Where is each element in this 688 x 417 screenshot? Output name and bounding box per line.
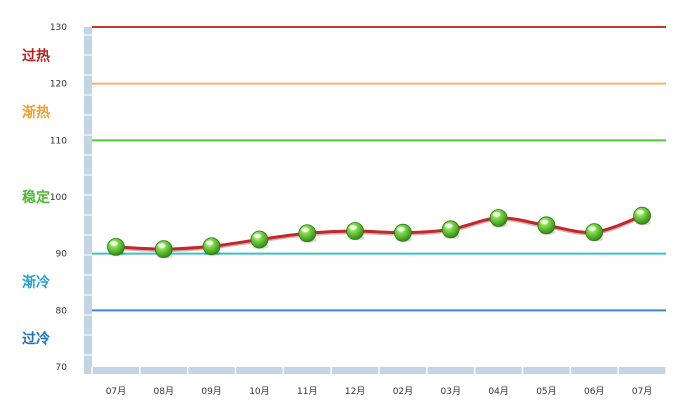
data-point-marker [537,216,556,235]
x-axis-track [84,367,666,374]
data-point-marker [633,206,651,225]
data-point-highlight [540,219,549,225]
data-point-highlight [253,233,262,239]
data-point-highlight [349,225,358,230]
data-point [154,240,173,259]
reference-lines [92,26,666,312]
data-point [202,237,221,256]
data-point-marker [441,220,460,239]
data-point-marker [202,237,221,256]
x-tick-label: 07月 [632,386,652,397]
data-point-marker [154,240,173,259]
data-point-marker [394,223,412,242]
y-tick-label: 110 [50,136,67,146]
data-point [107,237,125,257]
x-tick-label: 02月 [393,386,413,397]
data-point [489,209,508,228]
y-tick-label: 120 [50,80,67,90]
x-tick-label: 08月 [154,386,174,397]
x-axis-bar [84,367,667,374]
x-tick-label: 04月 [488,386,508,397]
y-tick-label: 100 [50,193,67,203]
data-point-highlight [301,227,310,232]
data-point-highlight [492,212,501,217]
series-line [115,214,643,253]
y-tick-labels: 130 120 110 100 90 80 70 [50,23,67,373]
y-tick-label: 70 [56,363,68,373]
x-tick-label: 07月 [106,386,126,397]
y-tick-label: 80 [56,306,68,316]
x-tick-label: 10月 [249,386,269,397]
data-point-highlight [588,226,597,231]
y-axis-track [84,27,92,372]
data-point-highlight [205,240,214,245]
data-point-marker [585,223,604,242]
data-point-marker [489,209,508,227]
y-tick-label: 90 [56,250,68,260]
x-tick-labels: 07月 08月 09月 10月 11月 12月 02月 03月 04月 05月 06月 07月 [106,386,653,397]
data-point-marker [250,230,269,249]
series-line-path [115,214,643,251]
x-tick-label: 03月 [441,386,461,397]
data-point [250,230,269,249]
x-tick-label: 09月 [201,386,221,397]
data-point-highlight [157,243,166,248]
data-point [633,206,652,226]
zone-label: 过冷 [22,331,50,348]
data-point-highlight [109,241,118,246]
x-tick-label: 06月 [584,386,604,397]
data-point [441,220,460,239]
data-point [537,216,556,235]
zone-label: 稳定 [22,189,50,206]
data-point-marker [107,237,125,256]
data-point-marker [298,224,317,243]
series-markers [107,206,652,259]
data-point [346,222,365,241]
data-point [298,224,317,243]
data-point-highlight [636,210,645,215]
x-tick-label: 05月 [536,386,556,397]
zone-label: 过热 [22,47,50,64]
data-point-highlight [444,223,453,228]
data-point-marker [346,222,364,240]
data-point [394,223,412,243]
data-point-highlight [396,227,405,232]
zone-label: 渐冷 [22,274,50,291]
x-tick-label: 11月 [297,386,317,397]
data-point [585,223,604,242]
zone-label: 渐热 [22,104,50,121]
y-tick-label: 130 [50,23,67,33]
x-tick-label: 12月 [345,386,365,397]
y-axis-bar [84,27,92,372]
